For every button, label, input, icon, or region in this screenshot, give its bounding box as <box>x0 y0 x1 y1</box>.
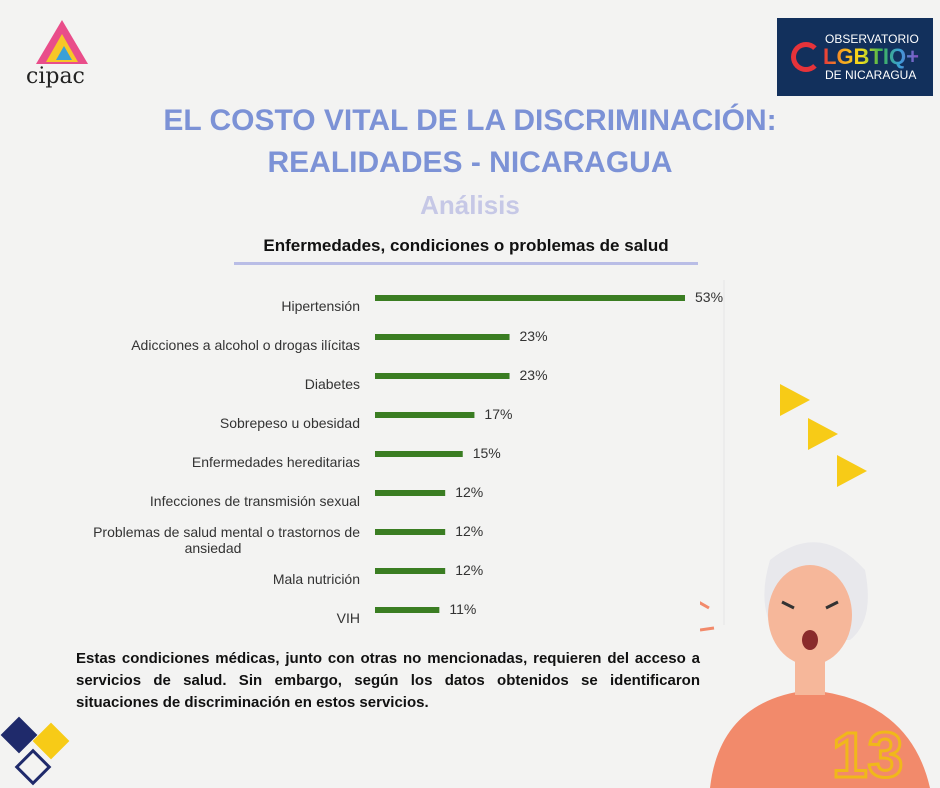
data-label: 15% <box>473 445 501 461</box>
category-label: Problemas de salud mental o trastornos d… <box>93 524 360 556</box>
data-label: 12% <box>455 484 483 500</box>
bar <box>375 373 510 379</box>
category-label: Infecciones de transmisión sexual <box>150 493 360 509</box>
triangle-decoration <box>837 455 867 487</box>
circle-icon <box>791 42 821 72</box>
data-label: 12% <box>455 562 483 578</box>
body-paragraph: Estas condiciones médicas, junto con otr… <box>76 650 700 711</box>
category-label: Enfermedades hereditarias <box>192 454 360 470</box>
title-line-1: EL COSTO VITAL DE LA DISCRIMINACIÓN: <box>163 104 777 137</box>
triangle-decoration <box>808 418 838 450</box>
data-label: 23% <box>520 367 548 383</box>
page-subtitle: Análisis <box>420 190 520 220</box>
page-title: EL COSTO VITAL DE LA DISCRIMINACIÓN: REA… <box>0 100 940 184</box>
category-label: Adicciones a alcohol o drogas ilícitas <box>131 337 360 353</box>
bar <box>375 529 446 535</box>
data-label: 12% <box>455 523 483 539</box>
page-number: 13 <box>830 718 904 788</box>
data-label: 17% <box>484 406 512 422</box>
bar-chart: 53% Hipertensión 23% Adicciones a alcohol o… <box>93 280 725 626</box>
category-label: VIH <box>337 610 360 626</box>
cipac-logo: cipac <box>22 20 102 90</box>
bar <box>375 295 685 301</box>
title-line-2: REALIDADES - NICARAGUA <box>267 146 673 179</box>
category-label: Hipertensión <box>281 298 360 314</box>
cipac-logo-text: cipac <box>26 64 85 89</box>
data-label: 53% <box>695 289 723 305</box>
bar <box>375 451 463 457</box>
bar <box>375 607 440 613</box>
category-label: Mala nutrición <box>273 571 360 587</box>
logo-line-2: LGBTIQ+ <box>823 44 919 69</box>
logo-line-3: DE NICARAGUA <box>825 68 917 82</box>
logo-line-1: OBSERVATORIO <box>825 32 919 46</box>
data-label: 11% <box>449 601 476 617</box>
chart-title: Enfermedades, condiciones o problemas de… <box>234 236 698 265</box>
category-label: Diabetes <box>305 376 360 392</box>
triangle-decoration <box>780 384 810 416</box>
bar <box>375 334 510 340</box>
observatorio-logo: OBSERVATORIO LGBTIQ+ DE NICARAGUA <box>777 18 933 96</box>
bar <box>375 490 446 496</box>
category-label: Sobrepeso u obesidad <box>220 415 360 431</box>
bar <box>375 568 446 574</box>
data-label: 23% <box>520 328 548 344</box>
bar <box>375 412 475 418</box>
elderly-woman-illustration <box>700 542 930 788</box>
